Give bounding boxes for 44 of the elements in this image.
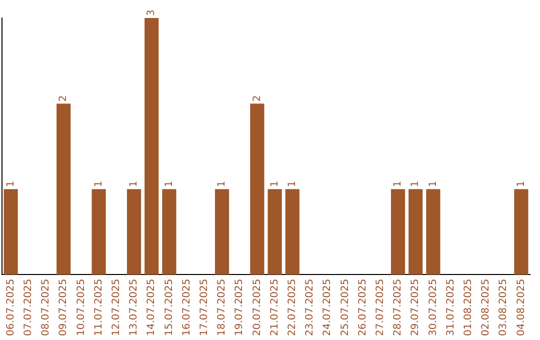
data-label: 1: [286, 180, 298, 188]
x-tick-label: 26.07.2025: [357, 278, 368, 336]
x-tick-label: 27.07.2025: [374, 278, 386, 336]
x-tick-label: 07.07.2025: [22, 278, 34, 336]
x-tick-label: 03.08.2025: [498, 278, 510, 336]
data-label: 1: [392, 180, 404, 188]
x-tick-label: 01.08.2025: [462, 278, 474, 336]
data-label: 1: [269, 180, 280, 188]
x-tick-label: 17.07.2025: [198, 278, 210, 336]
x-tick-label: 19.07.2025: [234, 278, 246, 336]
x-tick-label: 23.07.2025: [304, 278, 316, 336]
x-tick-label: 10.07.2025: [76, 278, 87, 336]
data-label: 3: [146, 10, 158, 16]
x-tick-label: 15.07.2025: [164, 278, 175, 336]
x-tick-label: 31.07.2025: [445, 278, 456, 336]
x-tick-label: 28.07.2025: [392, 278, 404, 336]
x-tick-label: 18.07.2025: [216, 278, 228, 336]
data-label: 1: [428, 180, 439, 188]
data-label: 1: [516, 180, 527, 188]
data-label: 1: [128, 180, 140, 188]
data-label: 1: [216, 180, 228, 188]
x-tick-label: 21.07.2025: [269, 278, 280, 336]
x-tick-label: 02.08.2025: [480, 278, 492, 336]
x-tick-label: 04.08.2025: [516, 278, 527, 336]
x-tick-label: 30.07.2025: [428, 278, 439, 336]
data-label: 2: [58, 95, 70, 102]
data-label: 1: [5, 180, 16, 188]
x-tick-label: 29.07.2025: [410, 278, 422, 336]
x-tick-label: 24.07.2025: [322, 278, 334, 336]
x-tick-label: 16.07.2025: [181, 278, 192, 336]
data-label: 1: [93, 180, 104, 188]
x-tick-label: 25.07.2025: [340, 278, 351, 336]
x-tick-label: 09.07.2025: [58, 278, 70, 336]
data-label: 1: [410, 180, 422, 188]
data-label: 2: [252, 95, 263, 102]
x-tick-label: 08.07.2025: [40, 278, 52, 336]
x-tick-label: 13.07.2025: [128, 278, 140, 336]
x-tick-label: 22.07.2025: [286, 278, 298, 336]
x-tick-label: 06.07.2025: [5, 278, 16, 336]
x-tick-label: 11.07.2025: [93, 278, 104, 336]
x-tick-label: 12.07.2025: [110, 278, 122, 336]
data-label: 1: [164, 180, 175, 188]
x-tick-label: 14.07.2025: [146, 278, 158, 336]
x-tick-label: 20.07.2025: [252, 278, 263, 336]
